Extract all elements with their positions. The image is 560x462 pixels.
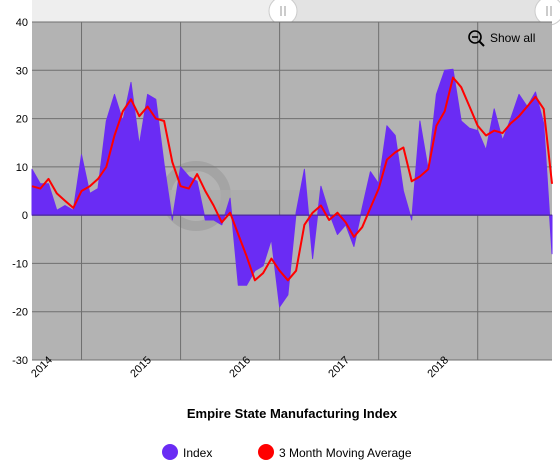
y-tick-label: 20 [16,114,28,126]
navigator-left-handle[interactable] [268,0,298,26]
legend-item-index[interactable]: Index [162,444,212,460]
y-tick-label: -10 [12,258,28,270]
y-tick-label: 40 [16,17,28,29]
zoom-out-icon [468,30,485,47]
series-moving-average-line[interactable] [31,76,553,282]
legend-label-moving-average: 3 Month Moving Average [279,446,412,460]
chart-title: Empire State Manufacturing Index [187,406,398,421]
show-all-label: Show all [490,31,535,45]
legend-item-moving-average[interactable]: 3 Month Moving Average [258,444,412,460]
legend: Index 3 Month Moving Average [162,444,412,460]
range-navigator-selected [282,0,552,22]
y-tick-label: 10 [16,162,28,174]
series-layer [31,68,553,308]
series-index-area[interactable] [31,68,553,308]
show-all-button[interactable]: Show all [468,30,535,47]
legend-swatch-moving-average [258,444,274,460]
navigator-right-handle[interactable] [534,0,560,26]
y-tick-label: 30 [16,65,28,77]
y-tick-label: 0 [22,210,28,222]
y-tick-label: -20 [12,307,28,319]
legend-label-index: Index [183,446,212,460]
y-tick-label: -30 [12,355,28,367]
legend-swatch-index [162,444,178,460]
